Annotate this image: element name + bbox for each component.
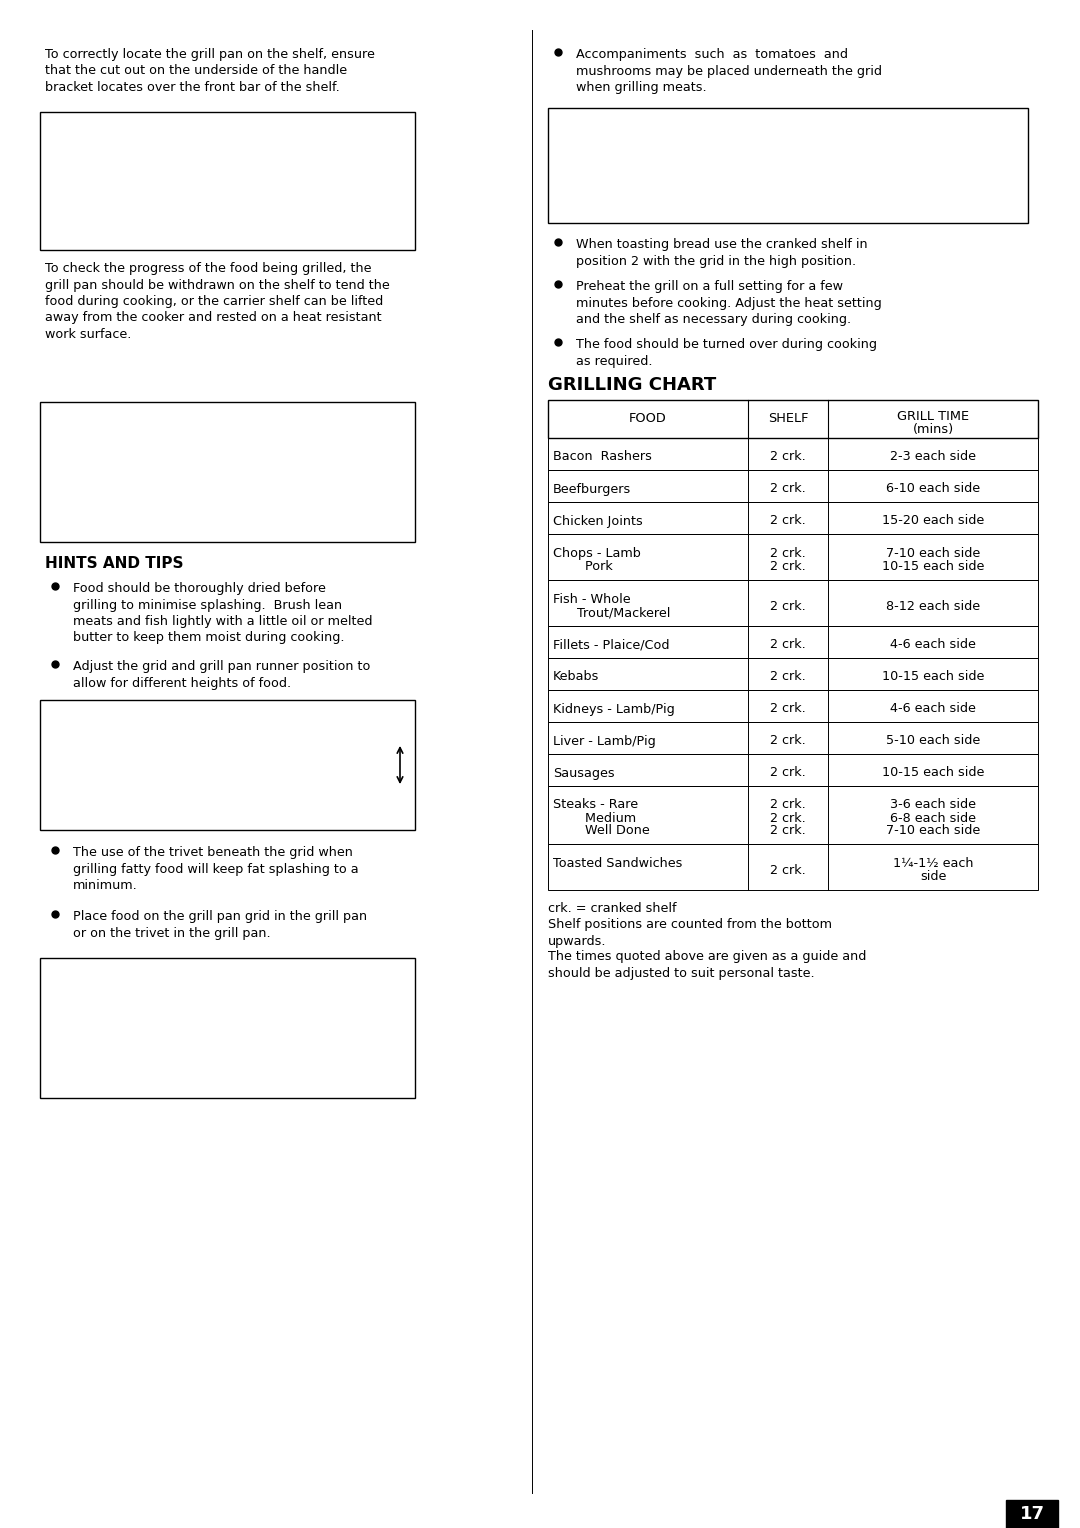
Text: When toasting bread use the cranked shelf in
position 2 with the grid in the hig: When toasting bread use the cranked shel… [576,238,867,267]
Text: side: side [920,869,946,883]
Text: 2 crk.: 2 crk. [770,599,806,613]
Text: Beefburgers: Beefburgers [553,483,631,495]
Text: 2 crk.: 2 crk. [770,547,806,559]
Text: Accompaniments  such  as  tomatoes  and
mushrooms may be placed underneath the g: Accompaniments such as tomatoes and mush… [576,47,882,95]
Text: 2 crk.: 2 crk. [770,483,806,495]
Bar [548,691,1038,723]
Text: Adjust the grid and grill pan runner position to
allow for different heights of : Adjust the grid and grill pan runner pos… [73,660,370,689]
Text: Fillets - Plaice/Cod: Fillets - Plaice/Cod [553,639,670,651]
Bar [548,581,1038,626]
Text: (mins): (mins) [913,423,954,435]
Text: Medium: Medium [553,811,636,825]
Text: 1¼-1½ each: 1¼-1½ each [893,857,973,869]
Text: GRILLING CHART: GRILLING CHART [548,376,716,394]
Bar [548,753,1038,785]
Text: 7-10 each side: 7-10 each side [886,547,981,559]
Text: 2 crk.: 2 crk. [770,767,806,779]
Text: 2 crk.: 2 crk. [770,451,806,463]
Text: Well Done: Well Done [553,825,650,837]
Text: 7-10 each side: 7-10 each side [886,825,981,837]
Bar [548,471,1038,503]
Text: 5-10 each side: 5-10 each side [886,735,981,747]
Text: 3-6 each side: 3-6 each side [890,799,976,811]
Text: 10-15 each side: 10-15 each side [881,767,984,779]
Bar [1005,1500,1058,1528]
Text: 2 crk.: 2 crk. [770,799,806,811]
Text: Fish - Whole: Fish - Whole [553,593,631,607]
Bar [548,785,1038,843]
Text: SHELF: SHELF [768,413,808,425]
Text: Shelf positions are counted from the bottom
upwards.: Shelf positions are counted from the bot… [548,918,832,947]
Bar [548,843,1038,889]
Text: 6-8 each side: 6-8 each side [890,811,976,825]
Text: 2 crk.: 2 crk. [770,559,806,573]
Bar [548,400,1038,439]
Bar [548,439,1038,471]
Text: Kidneys - Lamb/Pig: Kidneys - Lamb/Pig [553,703,675,715]
Text: 2 crk.: 2 crk. [770,515,806,527]
Bar [548,108,1028,223]
Text: FOOD: FOOD [630,413,666,425]
Text: 2 crk.: 2 crk. [770,735,806,747]
Text: The use of the trivet beneath the grid when
grilling fatty food will keep fat sp: The use of the trivet beneath the grid w… [73,847,359,892]
Text: Preheat the grill on a full setting for a few
minutes before cooking. Adjust the: Preheat the grill on a full setting for … [576,280,881,325]
Text: Place food on the grill pan grid in the grill pan
or on the trivet in the grill : Place food on the grill pan grid in the … [73,911,367,940]
Text: Bacon  Rashers: Bacon Rashers [553,451,652,463]
Text: 15-20 each side: 15-20 each side [882,515,984,527]
Text: 2 crk.: 2 crk. [770,639,806,651]
Text: HINTS AND TIPS: HINTS AND TIPS [45,556,184,571]
Text: Food should be thoroughly dried before
grilling to minimise splashing.  Brush le: Food should be thoroughly dried before g… [73,582,373,645]
Text: 17: 17 [1020,1505,1044,1523]
Bar [40,112,415,251]
Text: 2-3 each side: 2-3 each side [890,451,976,463]
Bar [40,958,415,1099]
Text: Kebabs: Kebabs [553,671,599,683]
Text: Sausages: Sausages [553,767,615,779]
Text: crk. = cranked shelf: crk. = cranked shelf [548,902,676,915]
Bar [548,533,1038,581]
Text: 2 crk.: 2 crk. [770,671,806,683]
Text: 2 crk.: 2 crk. [770,703,806,715]
Text: Trout/Mackerel: Trout/Mackerel [553,607,671,619]
Text: 2 crk.: 2 crk. [770,863,806,877]
Text: Toasted Sandwiches: Toasted Sandwiches [553,857,683,869]
Text: 8-12 each side: 8-12 each side [886,599,980,613]
Text: Chops - Lamb: Chops - Lamb [553,547,640,559]
Text: 6-10 each side: 6-10 each side [886,483,980,495]
Bar [548,626,1038,659]
Text: Pork: Pork [553,559,612,573]
Text: Chicken Joints: Chicken Joints [553,515,643,527]
Text: 4-6 each side: 4-6 each side [890,639,976,651]
Text: Steaks - Rare: Steaks - Rare [553,799,638,811]
Bar [40,402,415,542]
Text: 2 crk.: 2 crk. [770,811,806,825]
Text: 4-6 each side: 4-6 each side [890,703,976,715]
Text: Liver - Lamb/Pig: Liver - Lamb/Pig [553,735,656,747]
Bar [548,503,1038,533]
Text: The food should be turned over during cooking
as required.: The food should be turned over during co… [576,338,877,368]
Text: To check the progress of the food being grilled, the
grill pan should be withdra: To check the progress of the food being … [45,261,390,341]
Bar [40,700,415,830]
Text: The times quoted above are given as a guide and
should be adjusted to suit perso: The times quoted above are given as a gu… [548,950,866,979]
Bar [548,723,1038,753]
Text: To correctly locate the grill pan on the shelf, ensure
that the cut out on the u: To correctly locate the grill pan on the… [45,47,375,95]
Text: 10-15 each side: 10-15 each side [881,671,984,683]
Text: GRILL TIME: GRILL TIME [896,410,969,423]
Text: 2 crk.: 2 crk. [770,825,806,837]
Text: 10-15 each side: 10-15 each side [881,559,984,573]
Bar [548,659,1038,691]
